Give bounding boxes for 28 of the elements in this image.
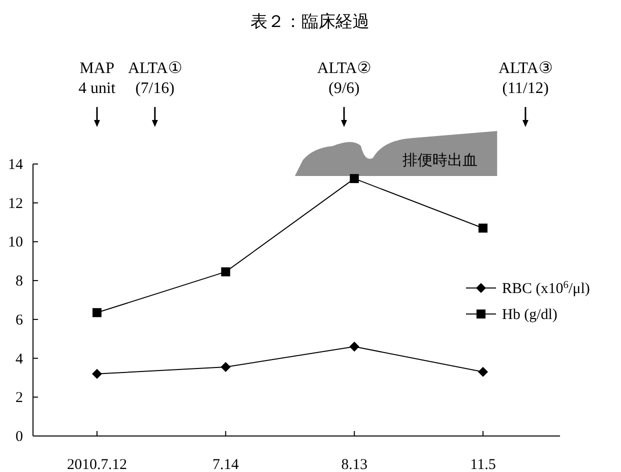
text: ALTA② (9/6)	[317, 60, 371, 97]
y-tick-label: 4	[16, 351, 24, 368]
y-tick-label: 2	[16, 390, 23, 406]
y-tick-label: 10	[8, 234, 23, 251]
text: MAP 4 unit	[78, 60, 116, 97]
y-tick-label: 14	[8, 157, 24, 173]
annotation: 排便時出血	[402, 151, 478, 169]
point	[92, 368, 102, 379]
chart-title: 表２：臨床経過	[250, 12, 370, 31]
legend-label: RBC (x10$^{6}$/μl)	[502, 280, 590, 297]
point	[349, 342, 360, 352]
point	[478, 366, 488, 377]
point	[220, 362, 231, 372]
point	[350, 174, 359, 184]
y-tick-label: 6	[16, 312, 24, 328]
x-tick-label: 8.13	[341, 457, 368, 472]
y-tick-label: 8	[16, 274, 23, 290]
y-tick-label: 12	[8, 196, 23, 212]
legend-label: Hb (g/dl)	[502, 307, 558, 323]
y-tick-label: 0	[16, 429, 23, 445]
point	[92, 308, 102, 318]
text: ALTA③ (11/12)	[498, 60, 552, 97]
point	[478, 224, 488, 233]
x-tick-label: 11.5	[470, 457, 496, 472]
point	[221, 267, 230, 276]
text: ALTA① (7/16)	[128, 60, 182, 97]
x-tick-label: 7.14	[212, 457, 240, 472]
x-tick-label: 2010.7.12	[67, 457, 127, 472]
